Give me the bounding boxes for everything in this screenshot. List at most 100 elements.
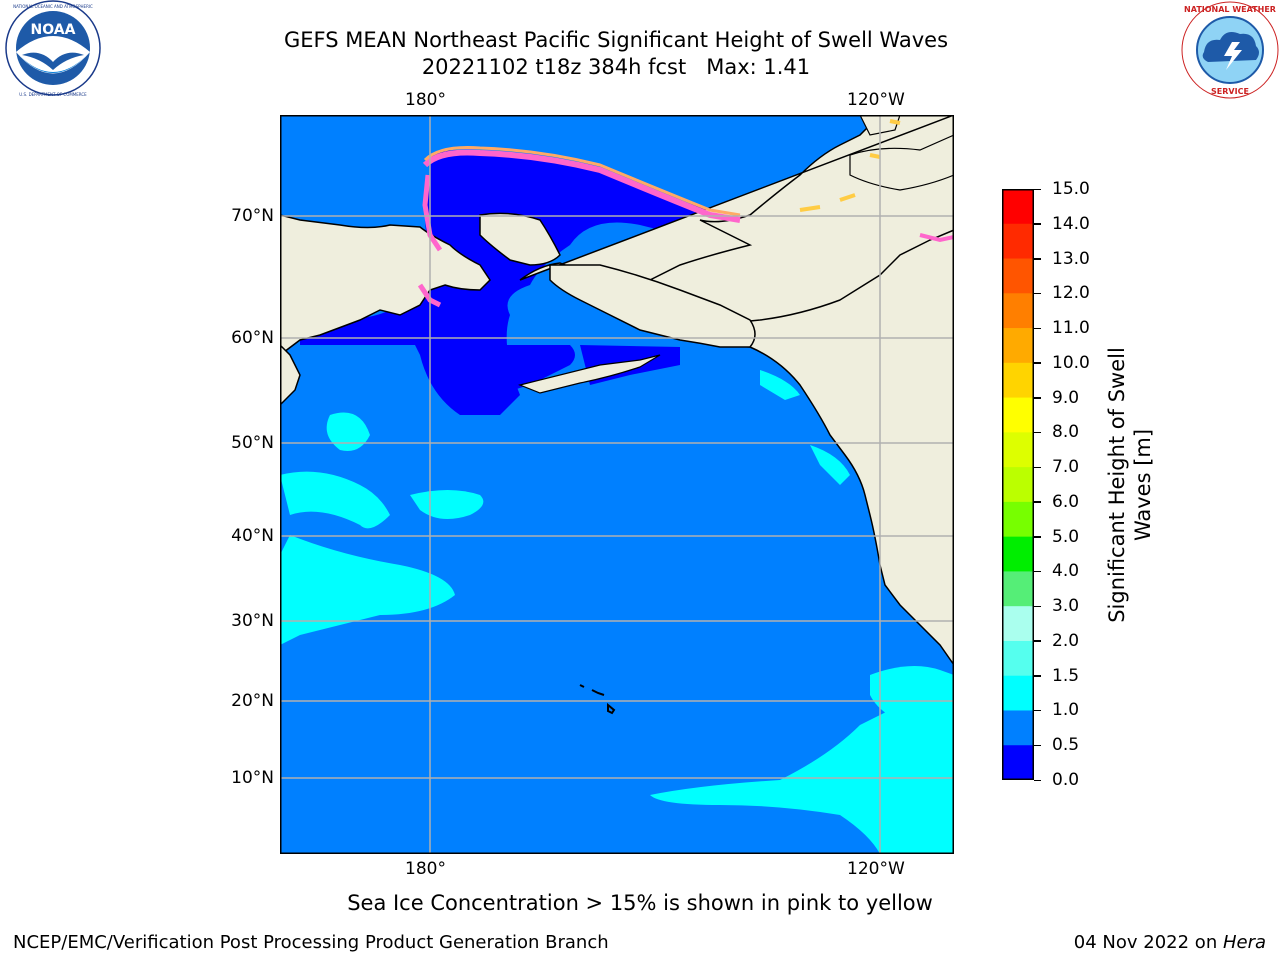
colorbar-tick-label: 6.0 bbox=[1052, 491, 1080, 512]
colorbar-tick bbox=[1034, 223, 1041, 225]
colorbar-tick-label: 12.0 bbox=[1052, 283, 1090, 304]
svg-text:SERVICE: SERVICE bbox=[1211, 87, 1249, 96]
colorbar-title-line1: Significant Height of Swell bbox=[1105, 347, 1129, 623]
colorbar-tick bbox=[1034, 570, 1041, 573]
colorbar-tick-label: 0.5 bbox=[1052, 735, 1080, 756]
map-plot bbox=[280, 115, 954, 854]
sea-ice-edge-east bbox=[919, 233, 954, 243]
svg-text:U.S. DEPARTMENT OF COMMERCE: U.S. DEPARTMENT OF COMMERCE bbox=[19, 92, 87, 97]
colorbar-tick-label: 7.0 bbox=[1052, 457, 1080, 478]
colorbar-segment bbox=[1002, 501, 1034, 538]
swell-patch-west-3 bbox=[280, 535, 455, 645]
svg-text:NATIONAL OCEANIC AND ATMOSPHER: NATIONAL OCEANIC AND ATMOSPHERIC bbox=[13, 4, 93, 9]
colorbar-tick-label: 5.0 bbox=[1052, 526, 1080, 547]
colorbar-tick-label: 2.0 bbox=[1052, 630, 1080, 651]
colorbar-tick bbox=[1034, 640, 1041, 642]
colorbar-tick-label: 9.0 bbox=[1052, 387, 1080, 408]
colorbar-tick-label: 14.0 bbox=[1052, 213, 1090, 234]
colorbar-segment bbox=[1002, 362, 1034, 399]
colorbar-tick-label: 4.0 bbox=[1052, 561, 1080, 582]
colorbar-segment bbox=[1002, 223, 1034, 260]
lon-label-top-180: 180° bbox=[405, 90, 446, 110]
colorbar-segment bbox=[1002, 189, 1034, 225]
colorbar-segment bbox=[1002, 258, 1034, 294]
colorbar-tick-label: 1.5 bbox=[1052, 665, 1080, 686]
sea-ice-edge-west bbox=[422, 174, 443, 252]
colorbar-segment bbox=[1002, 710, 1034, 746]
colorbar-tick-label: 15.0 bbox=[1052, 179, 1090, 199]
lat-label-40n: 40°N bbox=[231, 526, 274, 546]
colorbar-tick bbox=[1034, 675, 1041, 677]
colorbar-tick bbox=[1034, 188, 1041, 190]
svg-text:NATIONAL WEATHER: NATIONAL WEATHER bbox=[1184, 5, 1276, 14]
lat-label-70n: 70°N bbox=[231, 206, 274, 226]
noaa-logo-icon: NOAA NATIONAL OCEANIC AND ATMOSPHERIC U.… bbox=[5, 0, 101, 97]
sea-ice-bits bbox=[799, 119, 901, 212]
land-kamchatka bbox=[280, 343, 301, 407]
svg-text:NOAA: NOAA bbox=[31, 22, 76, 38]
colorbar-tick-label: 1.0 bbox=[1052, 700, 1080, 721]
lat-label-10n: 10°N bbox=[231, 768, 274, 788]
colorbar-tick bbox=[1034, 431, 1041, 434]
colorbar-tick-label: 13.0 bbox=[1052, 248, 1090, 269]
colorbar-segment bbox=[1002, 640, 1034, 677]
colorbar-segment bbox=[1002, 293, 1034, 329]
colorbar-tick-label: 8.0 bbox=[1052, 422, 1080, 443]
chart-subtitle: 20221102 t18z 384h fcst Max: 1.41 bbox=[421, 55, 811, 79]
sea-ice-edge-arctic-outer bbox=[423, 146, 741, 217]
colorbar-tick bbox=[1034, 397, 1041, 399]
sea-ice-caption: Sea Ice Concentration > 15% is shown in … bbox=[347, 891, 933, 915]
colorbar bbox=[1002, 189, 1034, 780]
colorbar-tick bbox=[1034, 466, 1041, 469]
colorbar-segment bbox=[1002, 432, 1034, 468]
colorbar-segment bbox=[1002, 328, 1034, 364]
swell-patch-south-east bbox=[650, 675, 954, 854]
colorbar-tick-label: 10.0 bbox=[1052, 352, 1090, 373]
colorbar-tick-label: 11.0 bbox=[1052, 318, 1090, 339]
colorbar-tick bbox=[1034, 709, 1041, 712]
colorbar-segment bbox=[1002, 467, 1034, 503]
lon-label-bottom-120w: 120°W bbox=[847, 859, 905, 879]
lat-label-20n: 20°N bbox=[231, 691, 274, 711]
colorbar-tick bbox=[1034, 501, 1041, 503]
colorbar-segment bbox=[1002, 571, 1034, 607]
colorbar-segment bbox=[1002, 675, 1034, 711]
colorbar-segment bbox=[1002, 536, 1034, 572]
swell-patch-east bbox=[870, 666, 954, 725]
colorbar-tick bbox=[1034, 605, 1041, 608]
nws-logo-icon: NATIONAL WEATHER SERVICE bbox=[1181, 1, 1279, 99]
lat-label-50n: 50°N bbox=[231, 433, 274, 453]
chart-title: GEFS MEAN Northeast Pacific Significant … bbox=[283, 28, 949, 52]
bering-sea-swell bbox=[300, 310, 575, 395]
colorbar-tick bbox=[1034, 744, 1041, 747]
colorbar-tick bbox=[1034, 258, 1041, 260]
swell-patch-west bbox=[280, 471, 390, 529]
swell-patch-coast bbox=[810, 445, 850, 485]
footer-host: Hera bbox=[1222, 932, 1266, 953]
footer-date: 04 Nov 2022 on Hera bbox=[1074, 932, 1266, 954]
colorbar-tick-label: 0.0 bbox=[1052, 770, 1080, 790]
colorbar-tick bbox=[1034, 536, 1041, 538]
hawaii-islands bbox=[579, 684, 616, 715]
colorbar-tick bbox=[1034, 362, 1041, 364]
colorbar-tick bbox=[1034, 292, 1041, 295]
lon-label-bottom-180: 180° bbox=[405, 859, 446, 879]
footer-organization: NCEP/EMC/Verification Post Processing Pr… bbox=[13, 932, 609, 953]
swell-patch-mid bbox=[410, 490, 484, 519]
colorbar-segment bbox=[1002, 745, 1034, 780]
swell-patch-west-2 bbox=[326, 412, 370, 451]
colorbar-title-line2: Waves [m] bbox=[1131, 428, 1155, 542]
gridlines bbox=[280, 115, 954, 854]
lat-label-30n: 30°N bbox=[231, 611, 274, 631]
lon-label-top-120w: 120°W bbox=[847, 90, 905, 110]
land-alaska-peninsula bbox=[518, 354, 661, 394]
lat-label-60n: 60°N bbox=[231, 328, 274, 348]
land-arctic-islands bbox=[849, 134, 954, 191]
colorbar-segment bbox=[1002, 397, 1034, 433]
land-alaska-main bbox=[549, 264, 756, 348]
footer-date-text: 04 Nov 2022 on bbox=[1073, 932, 1223, 953]
colorbar-tick bbox=[1034, 327, 1041, 330]
land-north-america bbox=[519, 115, 954, 667]
swell-patch-coast-2 bbox=[760, 370, 800, 400]
